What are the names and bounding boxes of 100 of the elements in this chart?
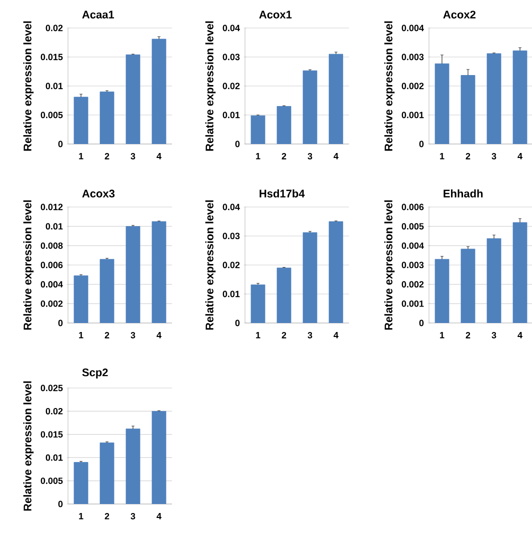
- bar: [486, 53, 502, 144]
- x-tick-label: 3: [130, 513, 136, 520]
- y-axis-title: Relative expression level: [205, 21, 216, 151]
- chart-title: Hsd17b4: [260, 189, 305, 198]
- y-tick-label: 0.002: [402, 82, 424, 90]
- bar: [512, 222, 528, 323]
- x-tick-label: 2: [282, 332, 286, 338]
- chart-title: Acox2: [443, 10, 476, 18]
- y-tick-label: 0: [419, 320, 424, 326]
- y-tick-label: 0.003: [402, 262, 424, 268]
- bar: [100, 259, 114, 323]
- x-tick-label: 4: [518, 153, 522, 160]
- y-tick-label: 0: [235, 320, 240, 326]
- x-tick-label: 3: [492, 153, 496, 160]
- x-tick-label: 4: [334, 153, 338, 160]
- bar: [100, 442, 114, 504]
- y-axis-title: Relative expression level: [205, 200, 216, 330]
- x-tick-label: 1: [79, 513, 84, 520]
- chart-title: Acox1: [259, 10, 292, 18]
- y-tick-label: 0.03: [222, 232, 240, 240]
- x-tick-label: 2: [466, 332, 470, 338]
- y-tick-label: 0.003: [402, 54, 424, 60]
- y-tick-label: 0.04: [222, 24, 240, 32]
- y-tick-label: 0.001: [402, 300, 424, 307]
- x-tick-label: 3: [130, 153, 136, 160]
- y-tick-label: 0.004: [402, 24, 424, 32]
- x-tick-label: 1: [256, 153, 260, 160]
- y-tick-label: 0.005: [402, 223, 424, 230]
- bar: [460, 248, 476, 323]
- y-tick-label: 0.002: [402, 281, 424, 288]
- bar: [100, 92, 114, 144]
- x-tick-label: 3: [308, 153, 312, 160]
- chart-title: Acox3: [82, 190, 115, 198]
- y-tick-label: 0.008: [40, 242, 63, 249]
- y-tick-label: 0.006: [40, 262, 63, 268]
- bar: [74, 275, 88, 323]
- bar: [434, 259, 450, 323]
- bar: [512, 50, 528, 144]
- y-tick-label: 0.01: [46, 82, 63, 90]
- bar: [74, 96, 88, 144]
- y-tick-label: 0.03: [222, 54, 240, 60]
- y-tick-label: 0.015: [40, 431, 63, 438]
- y-tick-label: 0: [419, 140, 424, 148]
- y-tick-label: 0.01: [46, 223, 63, 230]
- x-tick-label: 2: [282, 153, 286, 160]
- y-axis-title: Relative expression level: [384, 21, 395, 151]
- x-tick-label: 2: [104, 153, 110, 160]
- x-tick-label: 1: [440, 153, 444, 160]
- y-tick-label: 0.01: [46, 454, 63, 461]
- y-tick-label: 0.02: [222, 82, 240, 90]
- y-tick-label: 0.01: [222, 290, 240, 298]
- x-tick-label: 1: [256, 332, 260, 338]
- y-tick-label: 0.012: [40, 204, 63, 210]
- y-tick-label: 0.005: [40, 478, 63, 484]
- y-tick-label: 0.001: [402, 112, 424, 118]
- y-tick-label: 0: [58, 500, 63, 508]
- x-tick-label: 4: [156, 153, 162, 160]
- chart-title: Acaa1: [82, 10, 114, 18]
- x-tick-label: 1: [79, 332, 84, 338]
- x-tick-label: 2: [466, 153, 470, 160]
- y-tick-label: 0.006: [402, 204, 424, 210]
- bar: [126, 428, 140, 504]
- chart-title: Scp2: [82, 368, 108, 378]
- bar: [152, 38, 166, 144]
- x-tick-label: 3: [130, 332, 136, 338]
- y-tick-label: 0.015: [40, 54, 63, 60]
- y-tick-label: 0.025: [40, 384, 63, 392]
- x-tick-label: 4: [156, 513, 162, 520]
- bar: [74, 462, 88, 504]
- x-tick-label: 2: [104, 332, 110, 338]
- y-tick-label: 0.01: [222, 112, 240, 118]
- bar: [152, 410, 166, 504]
- y-axis-title: Relative expression level: [23, 200, 34, 330]
- y-tick-label: 0.02: [46, 408, 63, 414]
- y-tick-label: 0.004: [402, 242, 424, 249]
- y-tick-label: 0.002: [40, 300, 63, 307]
- bar: [460, 75, 476, 144]
- chart-title: Ehhadh: [444, 189, 483, 198]
- y-tick-label: 0.005: [40, 112, 63, 118]
- bar: [486, 238, 502, 323]
- x-tick-label: 3: [308, 332, 312, 338]
- x-tick-label: 2: [104, 513, 110, 520]
- y-tick-label: 0: [235, 140, 240, 148]
- y-axis-title: Relative expression level: [23, 21, 34, 151]
- bar: [152, 221, 166, 323]
- y-tick-label: 0.04: [222, 204, 240, 210]
- x-tick-label: 1: [440, 332, 444, 338]
- y-axis-title: Relative expression level: [384, 200, 395, 330]
- y-tick-label: 0.004: [40, 281, 63, 288]
- bar: [434, 63, 450, 144]
- bar: [126, 54, 140, 144]
- y-tick-label: 0.02: [222, 262, 240, 268]
- x-tick-label: 4: [518, 332, 522, 338]
- y-tick-label: 0.02: [46, 24, 63, 32]
- x-tick-label: 4: [334, 332, 338, 338]
- x-tick-label: 4: [156, 332, 162, 338]
- x-tick-label: 3: [492, 332, 496, 338]
- x-tick-label: 1: [79, 153, 84, 160]
- y-tick-label: 0: [58, 320, 63, 326]
- y-axis-title: Relative expression level: [23, 381, 34, 511]
